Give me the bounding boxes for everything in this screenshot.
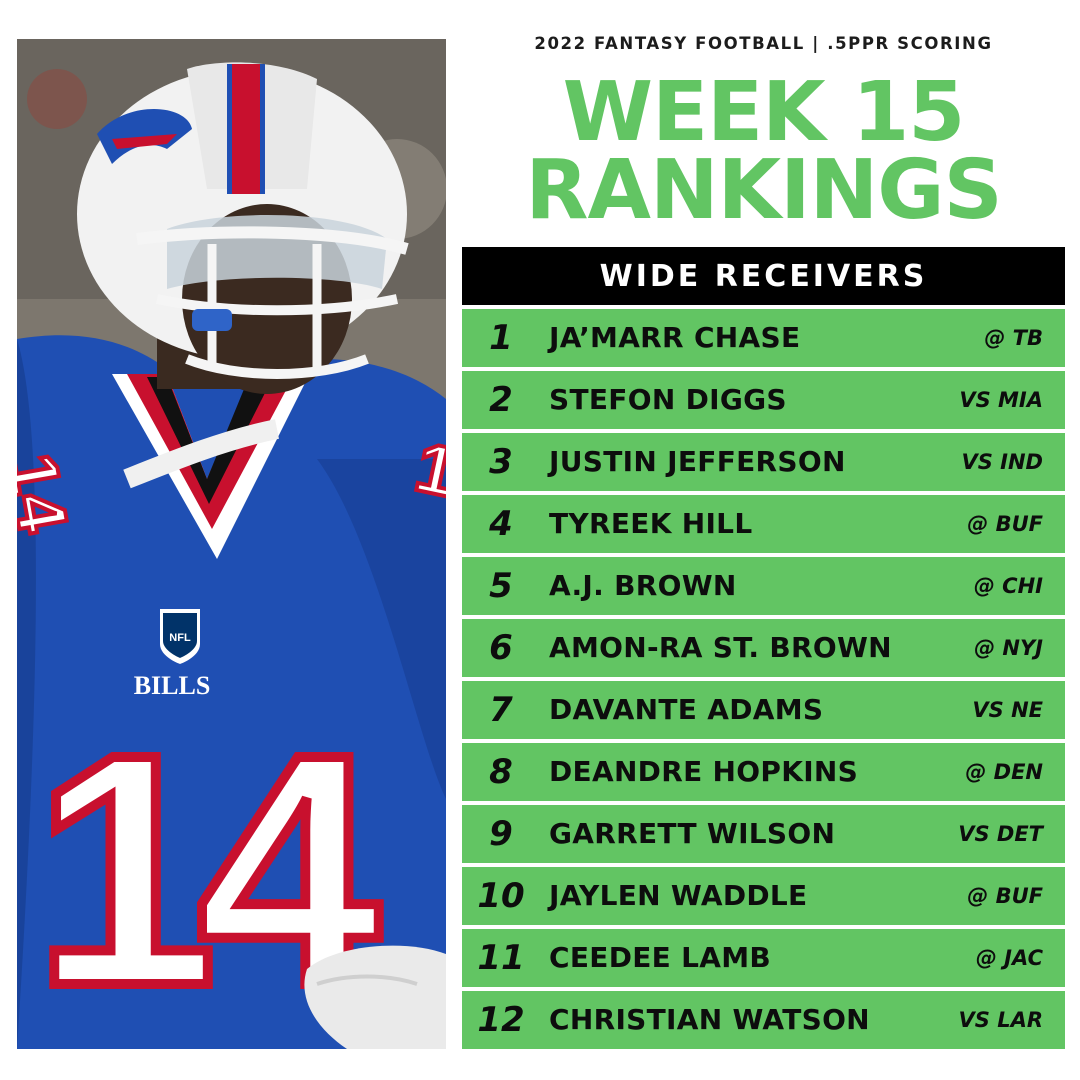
svg-text:14: 14 bbox=[17, 448, 83, 538]
rank-number: 5 bbox=[489, 566, 513, 606]
player-name: CHRISTIAN WATSON bbox=[549, 1003, 870, 1036]
player-illustration: 14 14 NFL BILLS 14 bbox=[17, 39, 446, 1049]
position-heading: WIDE RECEIVERS bbox=[462, 247, 1065, 305]
rank-number: 6 bbox=[489, 628, 513, 668]
rank-number: 7 bbox=[489, 690, 513, 730]
rankings-list: 1 JA’MARR CHASE @ TB 2 STEFON DIGGS VS M… bbox=[462, 309, 1065, 1053]
nfl-shield-text: NFL bbox=[169, 632, 191, 644]
ranking-row: 10 JAYLEN WADDLE @ BUF bbox=[462, 867, 1065, 925]
player-name: JA’MARR CHASE bbox=[549, 321, 801, 354]
matchup: VS NE bbox=[972, 698, 1043, 722]
ranking-row: 9 GARRETT WILSON VS DET bbox=[462, 805, 1065, 863]
player-name: JUSTIN JEFFERSON bbox=[549, 445, 846, 478]
jersey-wordmark: BILLS bbox=[134, 671, 211, 700]
player-name: TYREEK HILL bbox=[549, 507, 753, 540]
ranking-row: 2 STEFON DIGGS VS MIA bbox=[462, 371, 1065, 429]
matchup: @ DEN bbox=[965, 760, 1043, 784]
player-name: DEANDRE HOPKINS bbox=[549, 755, 859, 788]
matchup: VS IND bbox=[961, 450, 1043, 474]
matchup: @ NYJ bbox=[974, 636, 1043, 660]
matchup: @ CHI bbox=[973, 574, 1043, 598]
player-name: AMON-RA ST. BROWN bbox=[549, 631, 892, 664]
rank-number: 2 bbox=[489, 380, 513, 420]
player-name: GARRETT WILSON bbox=[549, 817, 836, 850]
rank-number: 4 bbox=[489, 504, 513, 544]
matchup: @ JAC bbox=[975, 946, 1043, 970]
player-name: STEFON DIGGS bbox=[549, 383, 787, 416]
player-name: A.J. BROWN bbox=[549, 569, 737, 602]
player-name: DAVANTE ADAMS bbox=[549, 693, 824, 726]
ranking-row: 12 CHRISTIAN WATSON VS LAR bbox=[462, 991, 1065, 1049]
rank-number: 12 bbox=[477, 1000, 525, 1040]
matchup: VS LAR bbox=[958, 1008, 1044, 1032]
supertitle: 2022 FANTASY FOOTBALL | .5PPR SCORING bbox=[534, 34, 993, 53]
ranking-row: 8 DEANDRE HOPKINS @ DEN bbox=[462, 743, 1065, 801]
ranking-row: 7 DAVANTE ADAMS VS NE bbox=[462, 681, 1065, 739]
matchup: @ TB bbox=[984, 326, 1043, 350]
ranking-row: 1 JA’MARR CHASE @ TB bbox=[462, 309, 1065, 367]
rank-number: 1 bbox=[489, 318, 513, 358]
ranking-row: 5 A.J. BROWN @ CHI bbox=[462, 557, 1065, 615]
headline-rankings: RANKINGS bbox=[525, 143, 1002, 238]
player-name: JAYLEN WADDLE bbox=[549, 879, 808, 912]
rank-number: 10 bbox=[477, 876, 525, 916]
ranking-row: 11 CEEDEE LAMB @ JAC bbox=[462, 929, 1065, 987]
matchup: VS MIA bbox=[959, 388, 1043, 412]
rank-number: 8 bbox=[489, 752, 513, 792]
player-name: CEEDEE LAMB bbox=[549, 941, 772, 974]
matchup: @ BUF bbox=[967, 884, 1043, 908]
ranking-row: 6 AMON-RA ST. BROWN @ NYJ bbox=[462, 619, 1065, 677]
ranking-row: 3 JUSTIN JEFFERSON VS IND bbox=[462, 433, 1065, 491]
headline-week: WEEK 15 bbox=[562, 65, 966, 160]
rank-number: 11 bbox=[477, 938, 525, 978]
rank-number: 3 bbox=[489, 442, 513, 482]
ranking-row: 4 TYREEK HILL @ BUF bbox=[462, 495, 1065, 553]
matchup: @ BUF bbox=[967, 512, 1043, 536]
rank-number: 9 bbox=[489, 814, 513, 854]
player-photo: 14 14 NFL BILLS 14 bbox=[17, 39, 446, 1049]
matchup: VS DET bbox=[958, 822, 1043, 846]
